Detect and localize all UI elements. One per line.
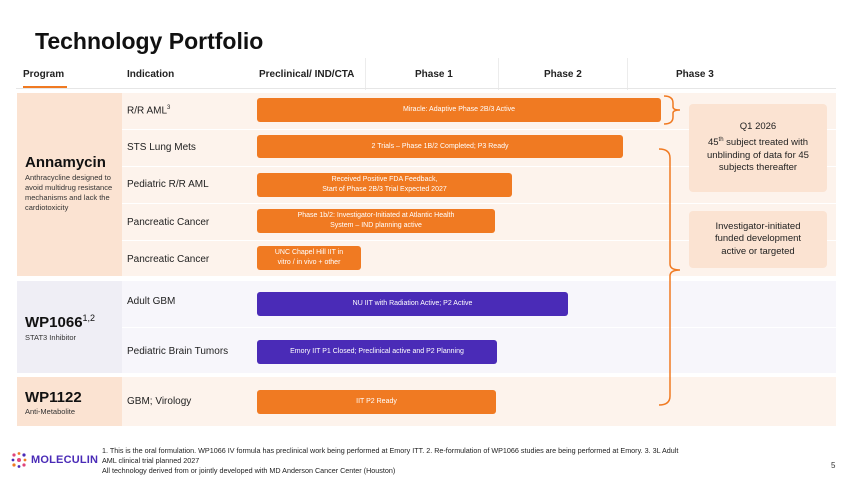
program-cell-wp1066	[17, 281, 122, 373]
callout-q1-line1: Q1 2026	[739, 121, 777, 133]
progress-bar-pancreatic-2-line2: vitro / in vivo + other	[277, 259, 341, 266]
callout-q1-line3: unblinding of data for 45	[707, 149, 809, 161]
progress-bar-sts-lung-label: 2 Trials – Phase 1B/2 Completed; P3 Read…	[371, 142, 509, 150]
progress-bar-rr-aml: Miracle: Adaptive Phase 2B/3 Active	[257, 98, 661, 122]
col-header-preclinical: Preclinical/ IND/CTA	[259, 69, 355, 80]
page-number: 5	[831, 461, 836, 470]
bracket-investigator	[658, 148, 681, 406]
row-divider	[122, 129, 836, 130]
col-header-indication: Indication	[127, 69, 175, 80]
progress-bar-pancreatic-2: UNC Chapel Hill IIT in vitro / in vivo +…	[257, 246, 361, 270]
callout-inv-line3: active or targeted	[721, 245, 795, 257]
program-name-wp1122: WP1122	[25, 389, 82, 406]
row-divider	[122, 203, 836, 204]
callout-q1-line4: subjects thereafter	[718, 162, 798, 174]
indication-ped-brain: Pediatric Brain Tumors	[127, 346, 229, 357]
company-logo: MOLECULIN	[10, 451, 98, 469]
column-divider	[627, 58, 628, 90]
progress-bar-pancreatic-1-line1: Phase 1b/2: Investigator-Initiated at At…	[297, 212, 455, 219]
program-cell-annamycin	[17, 93, 122, 276]
progress-bar-ped-brain: Emory IIT P1 Closed; Preclinical active …	[257, 340, 497, 364]
program-desc-wp1122: Anti-Metabolite	[25, 407, 76, 416]
program-name-wp1066-text: WP1066	[25, 314, 83, 331]
progress-bar-pediatric-aml-line2: Start of Phase 2B/3 Trial Expected 2027	[322, 186, 447, 193]
program-cell-wp1122	[17, 377, 122, 426]
indication-rr-aml-text: R/R AML	[127, 105, 168, 117]
indication-rr-aml-sup: 3	[167, 105, 171, 111]
program-desc-annamycin: Anthracycline designed to avoid multidru…	[25, 173, 113, 212]
progress-bar-gbm-virology-label: IIT P2 Ready	[356, 398, 397, 405]
page-title: Technology Portfolio	[35, 28, 264, 54]
indication-pancreatic-1: Pancreatic Cancer	[127, 217, 210, 228]
header-divider	[16, 88, 836, 89]
footnote-line3: All technology derived from or jointly d…	[102, 466, 396, 475]
footnote: 1. This is the oral formulation. WP1066 …	[102, 446, 802, 476]
indication-pancreatic-2: Pancreatic Cancer	[127, 254, 210, 265]
indication-gbm-virology: GBM; Virology	[127, 396, 192, 407]
column-divider	[498, 58, 499, 90]
column-divider	[365, 58, 366, 90]
callout-inv-line2: funded development	[714, 233, 802, 245]
row-divider	[122, 166, 836, 167]
callout-investigator: Investigator-initiated funded developmen…	[689, 211, 827, 268]
col-header-phase3: Phase 3	[676, 69, 714, 80]
indication-rr-aml: R/R AML3	[127, 105, 170, 116]
program-name-wp1066-sup: 1,2	[82, 313, 96, 323]
progress-bar-gbm-virology: IIT P2 Ready	[257, 390, 496, 414]
footnote-line2: AML clinical trial planned 2027	[102, 456, 200, 465]
program-name-annamycin: Annamycin	[25, 154, 106, 171]
row-divider	[122, 240, 836, 241]
logo-text: MOLECULIN	[31, 454, 99, 466]
program-desc-wp1066: STAT3 Inhibitor	[25, 333, 76, 342]
program-name-wp1066: WP10661,2	[25, 313, 95, 331]
callout-inv-line1: Investigator-initiated	[715, 220, 801, 232]
progress-bar-pancreatic-1: Phase 1b/2: Investigator-Initiated at At…	[257, 209, 495, 233]
progress-bar-sts-lung: 2 Trials – Phase 1B/2 Completed; P3 Read…	[257, 135, 623, 158]
progress-bar-ped-brain-label: Emory IIT P1 Closed; Preclinical active …	[290, 348, 464, 355]
row-divider	[122, 327, 836, 328]
indication-pediatric-aml: Pediatric R/R AML	[127, 179, 209, 190]
progress-bar-pancreatic-1-line2: System – IND planning active	[330, 222, 422, 229]
col-header-phase1: Phase 1	[415, 69, 453, 80]
progress-bar-adult-gbm: NU IIT with Radiation Active; P2 Active	[257, 292, 568, 316]
footnote-line1: 1. This is the oral formulation. WP1066 …	[102, 446, 679, 455]
col-header-program: Program	[23, 69, 65, 80]
progress-bar-pancreatic-2-line1: UNC Chapel Hill IIT in	[274, 249, 344, 256]
indication-adult-gbm: Adult GBM	[127, 296, 176, 307]
progress-bar-rr-aml-label: Miracle: Adaptive Phase 2B/3 Active	[402, 106, 516, 113]
progress-bar-adult-gbm-label: NU IIT with Radiation Active; P2 Active	[352, 300, 473, 307]
indication-sts-lung: STS Lung Mets	[127, 142, 196, 153]
molecule-icon	[11, 452, 27, 468]
progress-bar-pediatric-aml: Received Positive FDA Feedback, Start of…	[257, 173, 512, 197]
progress-bar-pediatric-aml-line1: Received Positive FDA Feedback,	[331, 176, 438, 183]
callout-q1-line2: 45th subject treated with	[707, 136, 809, 149]
bracket-rr-aml	[663, 95, 681, 125]
col-header-phase2: Phase 2	[544, 69, 582, 80]
callout-q1-2026: Q1 2026 45th subject treated with unblin…	[689, 104, 827, 192]
program-header-underline	[23, 86, 67, 88]
